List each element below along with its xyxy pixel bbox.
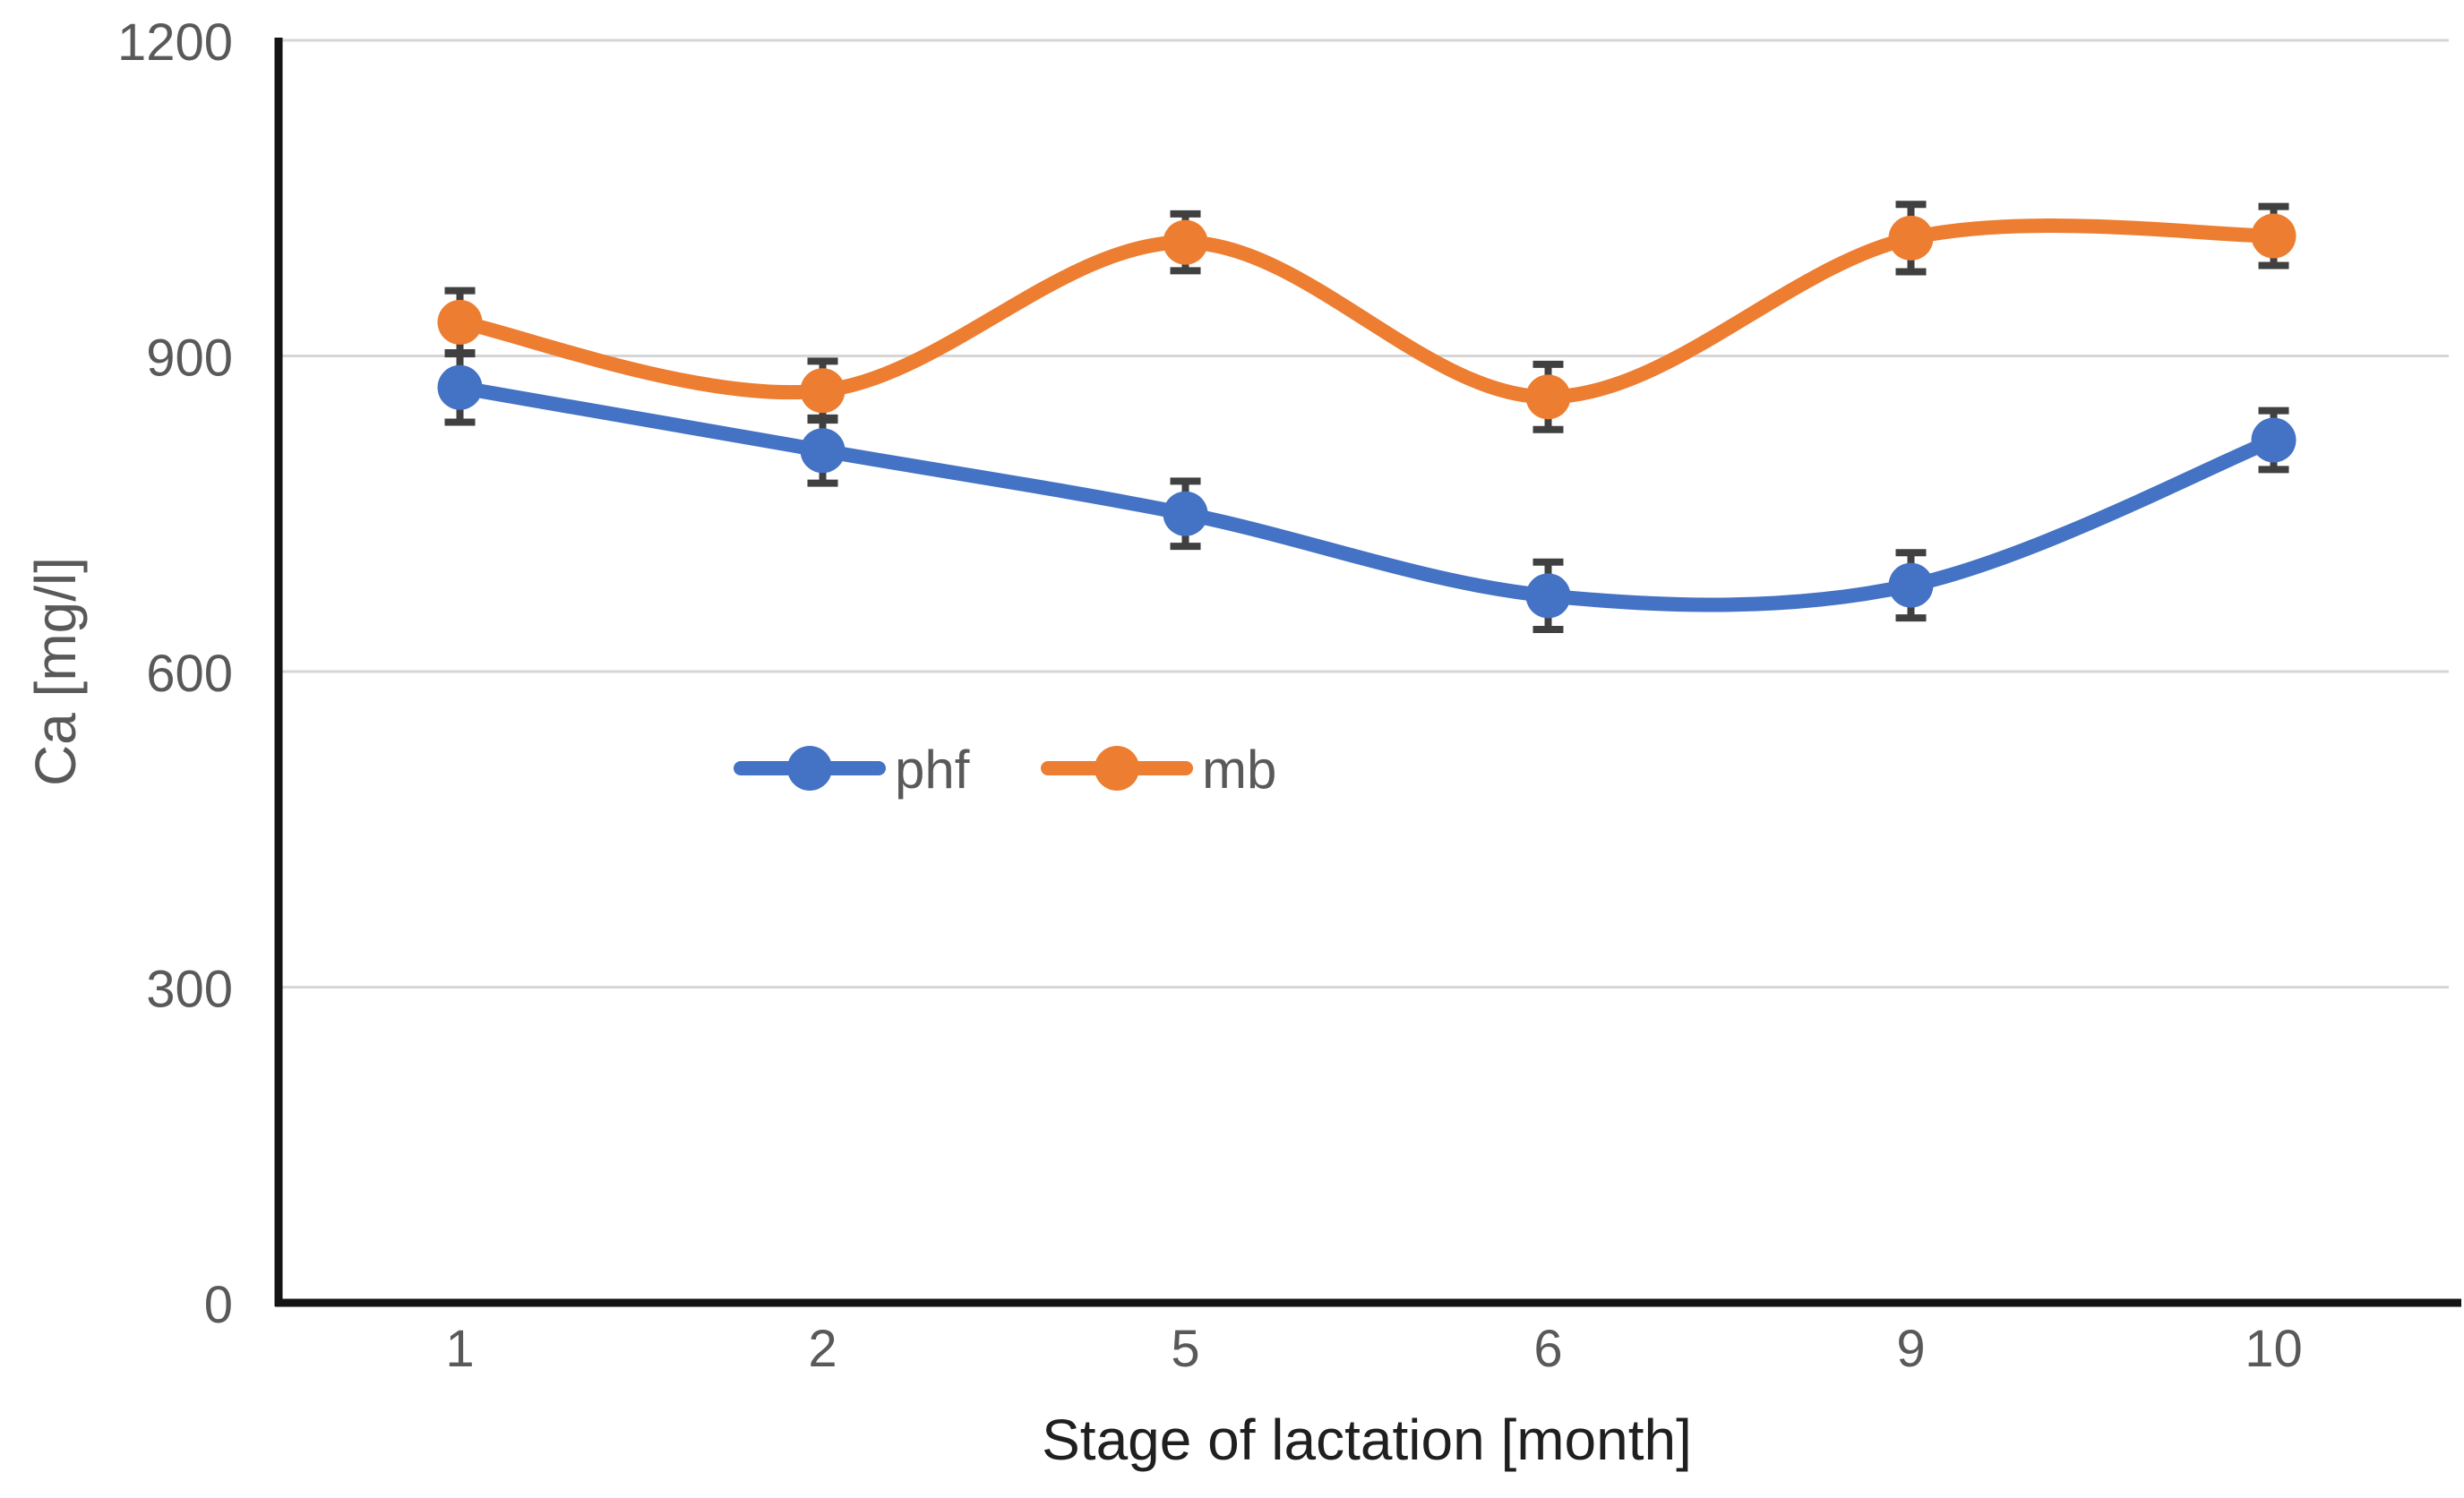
x-tick-label-1: 1 — [445, 1320, 474, 1378]
x-tick-label-2: 2 — [808, 1320, 837, 1378]
series-phf-line — [452, 380, 2281, 612]
legend-marker-phf — [787, 746, 832, 791]
y-axis-title: Ca [mg/l] — [23, 557, 88, 786]
y-tick-label-600: 600 — [146, 645, 233, 703]
series-phf-marker-2 — [800, 428, 846, 474]
y-tick-label-900: 900 — [146, 330, 233, 388]
series-mb-marker-2 — [800, 368, 846, 414]
y-tick-label-300: 300 — [146, 961, 233, 1019]
x-tick-label-6: 6 — [1533, 1320, 1562, 1378]
y-tick-label-1200: 1200 — [117, 13, 233, 72]
series-mb-marker-6 — [1525, 374, 1571, 420]
legend-item-mb: mb — [1041, 740, 1276, 800]
series-mb-marker-10 — [2251, 213, 2297, 259]
series-phf-marker-5 — [1163, 491, 1208, 536]
series-phf — [437, 364, 2297, 619]
series-mb-line — [452, 218, 2281, 405]
legend-label-phf: phf — [895, 740, 970, 800]
x-tick-label-10: 10 — [2245, 1320, 2303, 1378]
legend: phf mb — [734, 740, 1276, 800]
x-tick-label-5: 5 — [1171, 1320, 1199, 1378]
y-tick-label-0: 0 — [204, 1276, 233, 1334]
series-phf-marker-10 — [2251, 417, 2297, 463]
series-mb-marker-9 — [1888, 215, 1934, 261]
series-mb-marker-5 — [1163, 219, 1208, 265]
series-phf-marker-9 — [1888, 562, 1934, 608]
series-phf-marker-6 — [1525, 573, 1571, 619]
x-axis-title: Stage of lactation [month] — [1042, 1408, 1692, 1472]
legend-item-phf: phf — [734, 740, 970, 800]
series-phf-marker-1 — [437, 364, 483, 410]
x-tick-label-9: 9 — [1896, 1320, 1925, 1378]
gridlines — [279, 39, 2449, 989]
series-mb — [437, 213, 2297, 420]
legend-marker-mb — [1095, 746, 1139, 791]
legend-label-mb: mb — [1202, 740, 1276, 800]
series-mb-marker-1 — [437, 299, 483, 345]
